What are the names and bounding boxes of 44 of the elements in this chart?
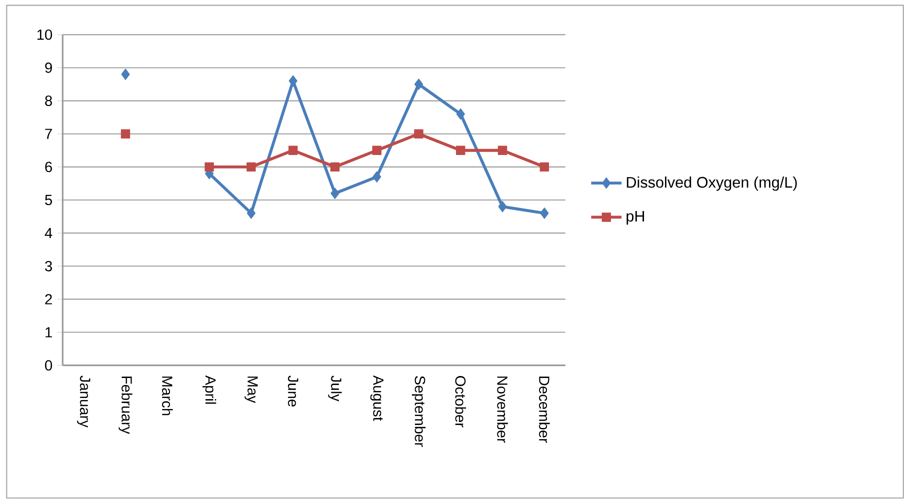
- point: [414, 129, 424, 139]
- x-tick-label: November: [497, 376, 508, 443]
- point: [330, 162, 340, 172]
- x-tick-label: June: [288, 376, 298, 407]
- y-tick-label: 6: [45, 162, 52, 172]
- legend-label: Dissolved Oxygen (mg/L): [626, 176, 797, 191]
- y-tick-label: 2: [45, 294, 52, 304]
- y-tick-label: 3: [45, 261, 52, 272]
- x-tick-label: January: [77, 376, 90, 428]
- y-tick-label: 8: [45, 96, 52, 106]
- point: [246, 208, 256, 220]
- x-tick-label: February: [118, 376, 132, 434]
- y-tick-label: 1: [46, 327, 52, 338]
- x-tick-label: April: [202, 376, 216, 404]
- y-tick-label: 5: [45, 195, 52, 206]
- point: [540, 162, 549, 172]
- point: [246, 162, 256, 172]
- x-tick-label: July: [328, 376, 342, 402]
- point: [330, 188, 340, 200]
- point: [414, 78, 424, 90]
- point: [372, 146, 382, 156]
- point: [121, 68, 130, 80]
- point: [540, 208, 549, 220]
- point: [372, 171, 382, 183]
- point: [288, 75, 298, 87]
- x-tick-label: October: [455, 376, 466, 428]
- legend-label: pH: [626, 211, 644, 225]
- point: [498, 146, 508, 156]
- point: [288, 146, 298, 156]
- point: [120, 129, 130, 139]
- point: [456, 108, 465, 120]
- point: [204, 162, 214, 172]
- x-tick-label: December: [539, 376, 550, 443]
- x-tick-label: May: [244, 376, 258, 404]
- point: [456, 146, 466, 156]
- x-tick-label: September: [412, 376, 426, 448]
- x-tick-label: August: [370, 376, 384, 422]
- y-tick-label: 10: [37, 30, 52, 40]
- y-tick-label: 4: [44, 228, 52, 238]
- y-tick-label: 7: [45, 128, 52, 140]
- y-tick-label: 0: [45, 360, 52, 371]
- x-tick-label: March: [162, 376, 173, 416]
- point: [498, 201, 507, 212]
- y-tick-label: 9: [45, 62, 52, 74]
